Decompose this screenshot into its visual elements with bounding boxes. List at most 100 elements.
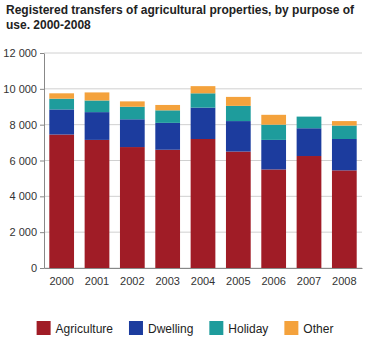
tick: 10 000 xyxy=(3,83,44,95)
bar xyxy=(261,140,286,170)
bar xyxy=(155,150,180,268)
tick-mark xyxy=(40,268,44,269)
bar xyxy=(49,99,74,110)
tick-label: 2008 xyxy=(332,275,356,287)
tick-label: 2001 xyxy=(85,275,109,287)
bar xyxy=(191,93,216,107)
series xyxy=(49,93,356,140)
bar xyxy=(85,92,110,100)
tick-label: 2003 xyxy=(155,275,179,287)
bar xyxy=(155,110,180,123)
bar xyxy=(85,140,110,268)
tick-label: 0 xyxy=(31,262,37,274)
bar xyxy=(85,100,110,112)
tick-label: 8 000 xyxy=(9,119,37,131)
legend-swatch xyxy=(129,321,143,335)
bar xyxy=(226,152,251,268)
bar xyxy=(49,109,74,134)
legend-label: Agriculture xyxy=(56,322,114,336)
bar xyxy=(155,105,180,110)
bar xyxy=(226,121,251,151)
tick-label: 4 000 xyxy=(9,190,37,202)
bar xyxy=(332,121,357,125)
tick-label: 2004 xyxy=(191,275,215,287)
chart: Registered transfers of agricultural pro… xyxy=(0,0,370,361)
tick: 2006 xyxy=(261,268,285,287)
bar xyxy=(49,135,74,268)
bar xyxy=(85,112,110,140)
tick: 2001 xyxy=(85,268,109,287)
legend-swatch xyxy=(37,321,51,335)
grid xyxy=(44,53,362,268)
legend-item: Holiday xyxy=(209,321,268,336)
bar xyxy=(332,126,357,139)
tick-label: 12 000 xyxy=(3,47,37,59)
bar xyxy=(120,147,145,268)
bar xyxy=(297,116,322,117)
tick-mark xyxy=(40,53,44,54)
axis-line xyxy=(44,54,45,269)
tick-label: 2000 xyxy=(49,275,73,287)
bar xyxy=(261,115,286,125)
tick-label: 2 000 xyxy=(9,226,37,238)
tick: 2004 xyxy=(191,268,215,287)
tick-mark xyxy=(40,89,44,90)
grid-line xyxy=(44,53,362,54)
bar xyxy=(191,139,216,268)
tick: 2007 xyxy=(297,268,321,287)
axis-line xyxy=(45,268,363,269)
tick: 2002 xyxy=(120,268,144,287)
bar xyxy=(120,107,145,120)
legend-label: Holiday xyxy=(228,322,268,336)
legend: Agriculture Dwelling Holiday Other xyxy=(37,321,334,336)
plot: 02 0004 0006 0008 00010 00012 0002000200… xyxy=(3,47,362,287)
tick: 2003 xyxy=(155,268,179,287)
tick-label: 10 000 xyxy=(3,83,37,95)
legend-item: Dwelling xyxy=(129,321,193,336)
tick: 4 000 xyxy=(9,190,44,202)
tick-mark xyxy=(40,232,44,233)
tick: 6 000 xyxy=(9,155,44,167)
tick: 2000 xyxy=(49,268,73,287)
series xyxy=(49,86,356,125)
bar xyxy=(191,108,216,139)
bar xyxy=(332,170,357,268)
tick-label: 2005 xyxy=(226,275,250,287)
tick-label: 2002 xyxy=(120,275,144,287)
tick-mark xyxy=(40,125,44,126)
bars xyxy=(49,86,356,268)
title: Registered transfers of agricultural pro… xyxy=(6,3,357,32)
legend-item: Other xyxy=(284,321,333,336)
tick-label: 6 000 xyxy=(9,155,37,167)
bar xyxy=(120,101,145,106)
legend-label: Dwelling xyxy=(148,322,193,336)
tick: 2005 xyxy=(226,268,250,287)
tick-mark xyxy=(40,196,44,197)
bar xyxy=(261,125,286,140)
legend-item: Agriculture xyxy=(37,321,114,336)
series xyxy=(49,108,356,171)
bar xyxy=(49,93,74,98)
tick: 12 000 xyxy=(3,47,44,59)
bar xyxy=(332,139,357,170)
tick: 2 000 xyxy=(9,226,44,238)
tick: 0 xyxy=(31,262,44,274)
bar xyxy=(297,156,322,268)
legend-label: Other xyxy=(303,322,333,336)
bar xyxy=(226,106,251,121)
bar xyxy=(155,123,180,150)
bar xyxy=(226,97,251,106)
x-axis: 2000 2001 2002 2003 2004 2005 2006 2007 2008 xyxy=(45,268,363,287)
legend-swatch xyxy=(284,321,298,335)
tick: 8 000 xyxy=(9,119,44,131)
tick-mark xyxy=(40,161,44,162)
y-axis: 0 2 000 4 000 6 000 8 000 10 000 12 000 xyxy=(3,47,44,274)
bar xyxy=(120,119,145,147)
tick-label: 2006 xyxy=(261,275,285,287)
bar xyxy=(261,169,286,268)
tick: 2008 xyxy=(332,268,356,287)
tick-label: 2007 xyxy=(297,275,321,287)
bar xyxy=(297,128,322,156)
bar xyxy=(191,86,216,93)
bar xyxy=(297,117,322,129)
